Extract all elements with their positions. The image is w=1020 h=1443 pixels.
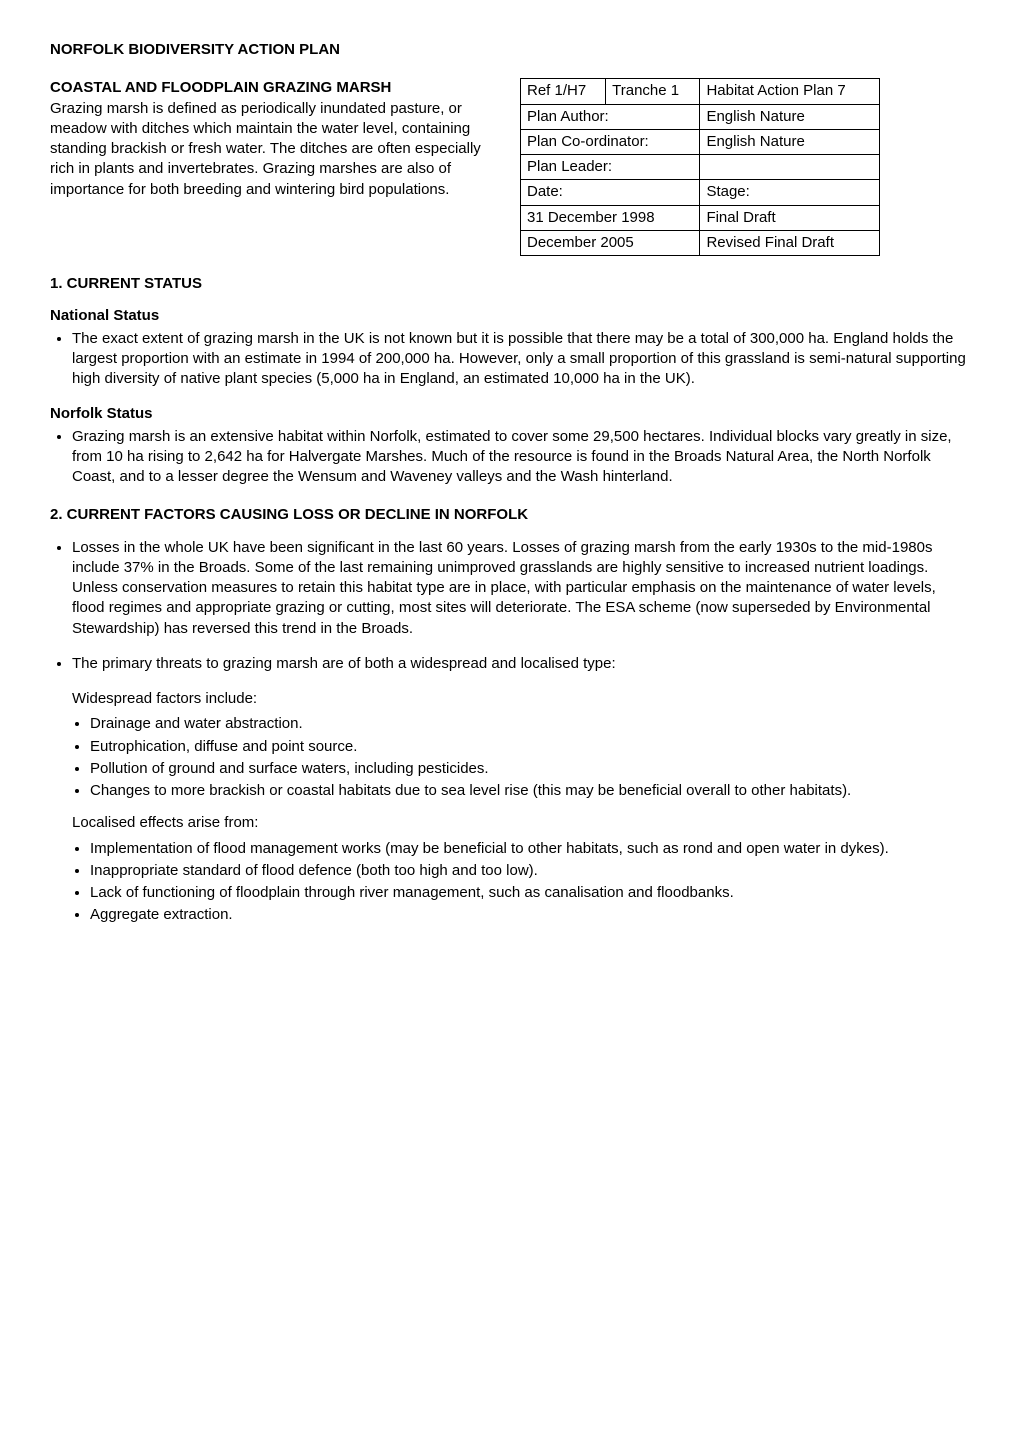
list-item: Losses in the whole UK have been signifi…: [72, 538, 970, 639]
intro-heading: COASTAL AND FLOODPLAIN GRAZING MARSH: [50, 78, 490, 98]
list-item: Implementation of flood management works…: [90, 839, 970, 859]
cell-leader-label: Plan Leader:: [521, 155, 700, 180]
table-row: Ref 1/H7 Tranche 1 Habitat Action Plan 7: [521, 79, 880, 104]
table-row: 31 December 1998 Final Draft: [521, 205, 880, 230]
cell-coord-value: English Nature: [700, 129, 880, 154]
norfolk-status-block: Norfolk Status Grazing marsh is an exten…: [50, 404, 970, 487]
norfolk-heading: Norfolk Status: [50, 404, 970, 424]
localised-intro: Localised effects arise from:: [50, 813, 970, 833]
table-row: Date: Stage:: [521, 180, 880, 205]
widespread-intro: Widespread factors include:: [50, 689, 970, 709]
localised-list: Implementation of flood management works…: [50, 839, 970, 926]
page-title: NORFOLK BIODIVERSITY ACTION PLAN: [50, 40, 970, 60]
list-item: Aggregate extraction.: [90, 905, 970, 925]
info-table: Ref 1/H7 Tranche 1 Habitat Action Plan 7…: [520, 78, 880, 256]
intro-row: COASTAL AND FLOODPLAIN GRAZING MARSH Gra…: [50, 78, 970, 256]
cell-author-label: Plan Author:: [521, 104, 700, 129]
cell-habitat: Habitat Action Plan 7: [700, 79, 880, 104]
list-item: Inappropriate standard of flood defence …: [90, 861, 970, 881]
cell-tranche: Tranche 1: [606, 79, 700, 104]
cell-ref: Ref 1/H7: [521, 79, 606, 104]
section2-heading: 2. CURRENT FACTORS CAUSING LOSS OR DECLI…: [50, 505, 970, 525]
norfolk-list: Grazing marsh is an extensive habitat wi…: [50, 427, 970, 488]
list-item: Lack of functioning of floodplain throug…: [90, 883, 970, 903]
list-item: Eutrophication, diffuse and point source…: [90, 737, 970, 757]
table-row: December 2005 Revised Final Draft: [521, 230, 880, 255]
national-status-block: National Status The exact extent of graz…: [50, 306, 970, 389]
table-row: Plan Leader:: [521, 155, 880, 180]
list-item: Drainage and water abstraction.: [90, 714, 970, 734]
cell-author-value: English Nature: [700, 104, 880, 129]
list-item: The primary threats to grazing marsh are…: [72, 654, 970, 674]
widespread-list: Drainage and water abstraction. Eutrophi…: [50, 714, 970, 801]
cell-date1: 31 December 1998: [521, 205, 700, 230]
cell-leader-value: [700, 155, 880, 180]
cell-coord-label: Plan Co-ordinator:: [521, 129, 700, 154]
section2-list: Losses in the whole UK have been signifi…: [50, 538, 970, 639]
list-item: Grazing marsh is an extensive habitat wi…: [72, 427, 970, 488]
section2-list-2: The primary threats to grazing marsh are…: [50, 654, 970, 674]
national-heading: National Status: [50, 306, 970, 326]
intro-left: COASTAL AND FLOODPLAIN GRAZING MARSH Gra…: [50, 78, 490, 256]
cell-date-label: Date:: [521, 180, 700, 205]
info-table-container: Ref 1/H7 Tranche 1 Habitat Action Plan 7…: [520, 78, 880, 256]
cell-stage-label: Stage:: [700, 180, 880, 205]
cell-stage2: Revised Final Draft: [700, 230, 880, 255]
section1-heading: 1. CURRENT STATUS: [50, 274, 970, 294]
cell-stage1: Final Draft: [700, 205, 880, 230]
list-item: The exact extent of grazing marsh in the…: [72, 329, 970, 390]
list-item: Changes to more brackish or coastal habi…: [90, 781, 970, 801]
table-row: Plan Author: English Nature: [521, 104, 880, 129]
national-list: The exact extent of grazing marsh in the…: [50, 329, 970, 390]
table-row: Plan Co-ordinator: English Nature: [521, 129, 880, 154]
intro-body: Grazing marsh is defined as periodically…: [50, 99, 490, 200]
list-item: Pollution of ground and surface waters, …: [90, 759, 970, 779]
cell-date2: December 2005: [521, 230, 700, 255]
